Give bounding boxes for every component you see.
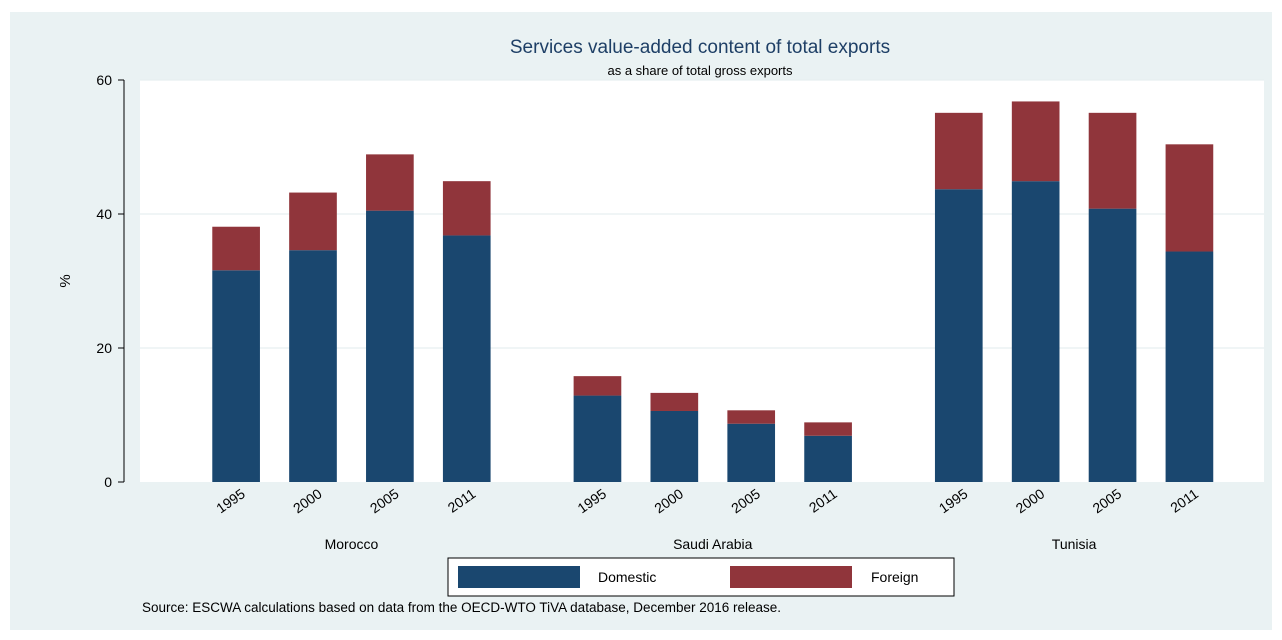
bar-saudi-arabia-2000-domestic [650,410,699,482]
y-tick-label: 60 [96,72,112,88]
bar-tunisia-2000-foreign [1011,101,1060,182]
bar-saudi-arabia-2000-foreign [650,392,699,411]
bars [212,101,1214,483]
group-label-saudi-arabia: Saudi Arabia [673,536,753,552]
legend: Domestic Foreign [447,557,955,597]
bar-saudi-arabia-2005-foreign [727,410,776,424]
y-axis-ticks: 0 20 40 60 [96,72,124,490]
bar-saudi-arabia-2011-foreign [804,422,852,436]
bar-morocco-2011-foreign [442,181,491,236]
y-tick-label: 0 [104,474,112,490]
legend-label-domestic: Domestic [598,569,656,585]
legend-swatch-domestic [458,566,580,588]
group-label-morocco: Morocco [325,536,379,552]
bar-saudi-arabia-1995-foreign [573,376,622,396]
chart-title: Services value-added content of total ex… [510,37,890,58]
chart-subtitle: as a share of total gross exports [608,63,793,78]
bar-morocco-2005-domestic [366,210,414,482]
bar-tunisia-1995-foreign [934,112,983,190]
y-axis-label: % [57,274,74,287]
bar-tunisia-1995-domestic [934,189,983,482]
bar-tunisia-2011-domestic [1165,251,1214,482]
bar-morocco-2000-foreign [289,192,337,251]
legend-swatch-foreign [730,566,852,588]
bar-morocco-2011-domestic [442,235,491,482]
bar-tunisia-2005-foreign [1088,112,1137,209]
bar-morocco-2005-foreign [366,154,414,211]
bar-tunisia-2011-foreign [1165,144,1214,252]
y-tick-label: 20 [96,340,112,356]
bar-saudi-arabia-2011-domestic [804,435,852,482]
bar-morocco-1995-foreign [212,226,260,271]
group-label-tunisia: Tunisia [1052,536,1097,552]
bar-saudi-arabia-2005-domestic [727,423,776,482]
source-note: Source: ESCWA calculations based on data… [142,600,781,615]
bar-morocco-1995-domestic [212,270,260,482]
bar-tunisia-2000-domestic [1011,181,1060,483]
bar-morocco-2000-domestic [289,250,337,482]
bar-tunisia-2005-domestic [1088,208,1137,482]
y-tick-label: 40 [96,206,112,222]
bar-saudi-arabia-1995-domestic [573,395,622,482]
legend-label-foreign: Foreign [871,569,918,585]
